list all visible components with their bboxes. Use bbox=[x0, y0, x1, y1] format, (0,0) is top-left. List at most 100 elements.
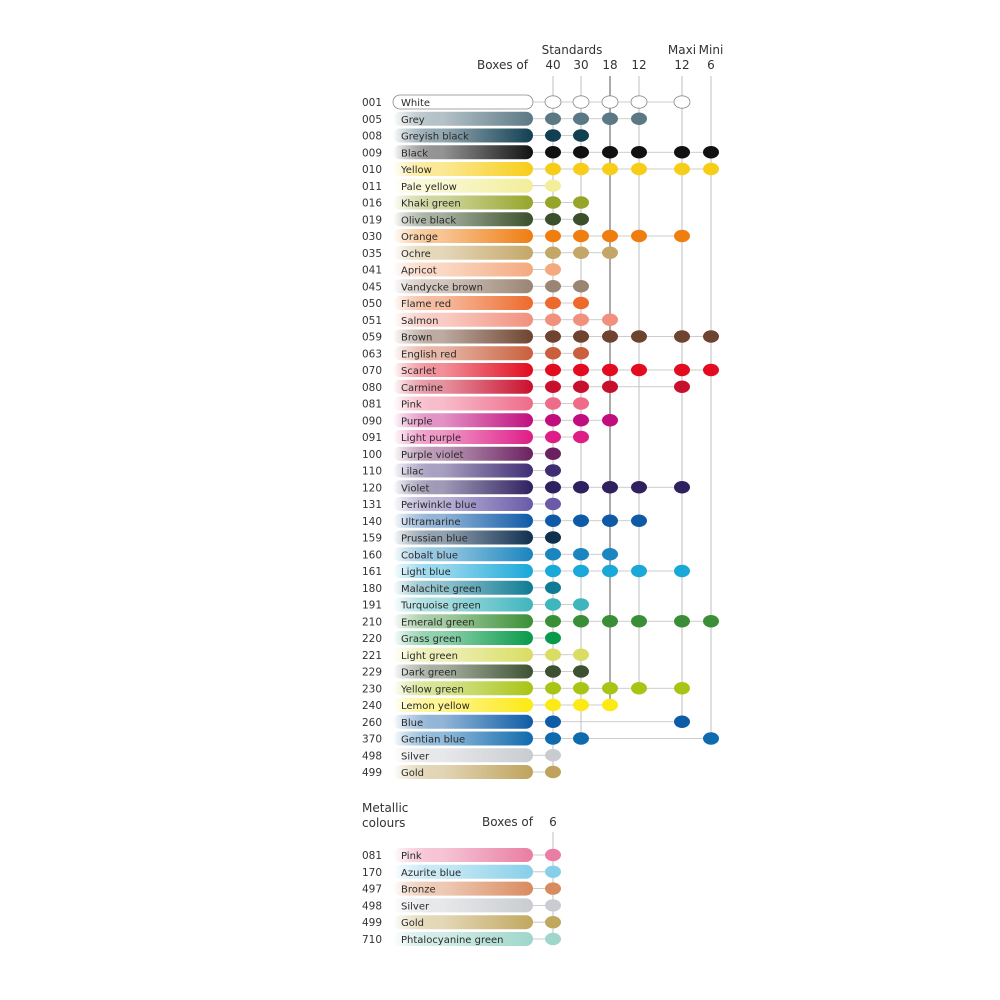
colour-code: 041 bbox=[362, 265, 382, 277]
colour-row: 051 Salmon bbox=[362, 312, 618, 327]
availability-dot bbox=[631, 330, 647, 343]
colour-row: 161 Light blue bbox=[362, 564, 690, 578]
availability-dot bbox=[573, 397, 589, 410]
colour-name: White bbox=[401, 98, 430, 109]
availability-dot bbox=[545, 548, 561, 561]
availability-dot bbox=[573, 598, 589, 611]
availability-dot bbox=[545, 715, 561, 728]
colour-name: Pale yellow bbox=[401, 182, 457, 193]
availability-dot bbox=[573, 330, 589, 343]
colour-name: Khaki green bbox=[401, 199, 461, 210]
colour-row: 180 Malachite green bbox=[362, 580, 561, 595]
colour-swatch-bar bbox=[393, 446, 533, 461]
colour-name: Bronze bbox=[401, 885, 436, 896]
availability-dot bbox=[545, 430, 561, 444]
availability-dot bbox=[545, 698, 561, 712]
colour-name: Silver bbox=[401, 751, 430, 762]
colour-row: 131 Periwinkle blue bbox=[362, 497, 561, 511]
column-header-maxi-12: 12 bbox=[674, 58, 689, 72]
colour-code: 059 bbox=[362, 332, 382, 344]
availability-dot bbox=[545, 397, 561, 410]
availability-dot bbox=[545, 631, 561, 645]
availability-dot bbox=[545, 882, 561, 895]
metallic-row: 498 Silver bbox=[362, 898, 561, 913]
availability-dot bbox=[631, 162, 647, 176]
colour-name: Yellow bbox=[400, 165, 432, 176]
metallic-row: 497 Bronze bbox=[362, 881, 561, 896]
colour-code: 019 bbox=[362, 214, 382, 226]
colour-row: 370 Gentian blue bbox=[362, 731, 719, 746]
availability-dot bbox=[601, 95, 619, 109]
colour-row: 001 White bbox=[362, 94, 691, 110]
availability-dot bbox=[602, 313, 618, 326]
colour-swatch-bar bbox=[393, 547, 533, 562]
colour-swatch-bar bbox=[393, 463, 533, 478]
availability-dot bbox=[573, 196, 589, 209]
colour-name: Olive black bbox=[401, 215, 456, 226]
availability-dot bbox=[545, 514, 561, 527]
metallic-section: Metallic colours Boxes of 6 081 Pink 170 Az… bbox=[362, 801, 561, 946]
colour-row: 090 Purple bbox=[362, 413, 618, 428]
availability-dot bbox=[545, 146, 561, 159]
metallic-row: 710 Phtalocyanine green bbox=[362, 932, 561, 946]
colour-name: Light green bbox=[401, 651, 458, 662]
availability-dot bbox=[545, 648, 561, 661]
availability-dot bbox=[602, 682, 618, 695]
colour-row: 260 Blue bbox=[362, 714, 690, 729]
availability-dot bbox=[545, 848, 561, 862]
availability-dot bbox=[674, 146, 690, 159]
availability-dot bbox=[631, 481, 647, 494]
colour-name: Yellow green bbox=[400, 684, 464, 695]
availability-dot bbox=[545, 112, 561, 125]
colour-row: 221 Light green bbox=[362, 647, 589, 662]
availability-dot bbox=[545, 497, 561, 511]
colour-code: 210 bbox=[362, 616, 382, 628]
colour-swatch-bar bbox=[393, 647, 533, 662]
availability-dot bbox=[573, 615, 589, 628]
availability-dot bbox=[545, 196, 561, 209]
availability-dot bbox=[573, 698, 589, 712]
availability-dot bbox=[674, 380, 690, 393]
colour-swatch-bar bbox=[393, 530, 533, 545]
colour-code: 710 bbox=[362, 934, 382, 946]
metallic-boxes-of-label: Boxes of bbox=[482, 815, 534, 829]
availability-dot bbox=[545, 363, 561, 377]
colour-swatch-bar bbox=[393, 714, 533, 729]
colour-name: Prussian blue bbox=[401, 534, 468, 545]
colour-code: 240 bbox=[362, 700, 382, 712]
colour-row: 019 Olive black bbox=[362, 212, 589, 227]
availability-dot bbox=[573, 414, 589, 427]
availability-dot bbox=[674, 615, 690, 628]
availability-dot bbox=[602, 380, 618, 393]
colour-code: 045 bbox=[362, 281, 382, 293]
colour-name: Turquoise green bbox=[400, 601, 481, 612]
availability-dot bbox=[545, 447, 561, 460]
availability-dot bbox=[602, 548, 618, 561]
colour-swatch-bar bbox=[393, 631, 533, 645]
colour-swatch-bar bbox=[393, 312, 533, 327]
colour-row: 070 Scarlet bbox=[362, 363, 719, 377]
colour-code: 120 bbox=[362, 482, 382, 494]
colour-swatch-bar bbox=[393, 765, 533, 779]
availability-dot bbox=[602, 330, 618, 343]
colour-swatch-bar bbox=[393, 480, 533, 495]
colour-name: Vandycke brown bbox=[401, 282, 483, 293]
colour-swatch-bar bbox=[393, 564, 533, 578]
colour-swatch-bar bbox=[393, 379, 533, 394]
colour-code: 090 bbox=[362, 415, 382, 427]
colour-code: 191 bbox=[362, 600, 382, 612]
colour-row: 041 Apricot bbox=[362, 262, 561, 277]
colour-row: 191 Turquoise green bbox=[362, 597, 589, 612]
colour-row: 081 Pink bbox=[362, 396, 589, 411]
availability-dot bbox=[630, 95, 648, 109]
metallic-row: 081 Pink bbox=[362, 848, 561, 862]
colour-row: 016 Khaki green bbox=[362, 195, 589, 210]
maxi-label: Maxi bbox=[668, 43, 696, 57]
availability-dot bbox=[703, 363, 719, 377]
colour-row: 210 Emerald green bbox=[362, 614, 719, 629]
availability-dot bbox=[545, 347, 561, 360]
colour-code: 008 bbox=[362, 131, 382, 143]
colour-code: 497 bbox=[362, 884, 382, 896]
colour-row: 159 Prussian blue bbox=[362, 530, 561, 545]
availability-dot bbox=[631, 363, 647, 377]
